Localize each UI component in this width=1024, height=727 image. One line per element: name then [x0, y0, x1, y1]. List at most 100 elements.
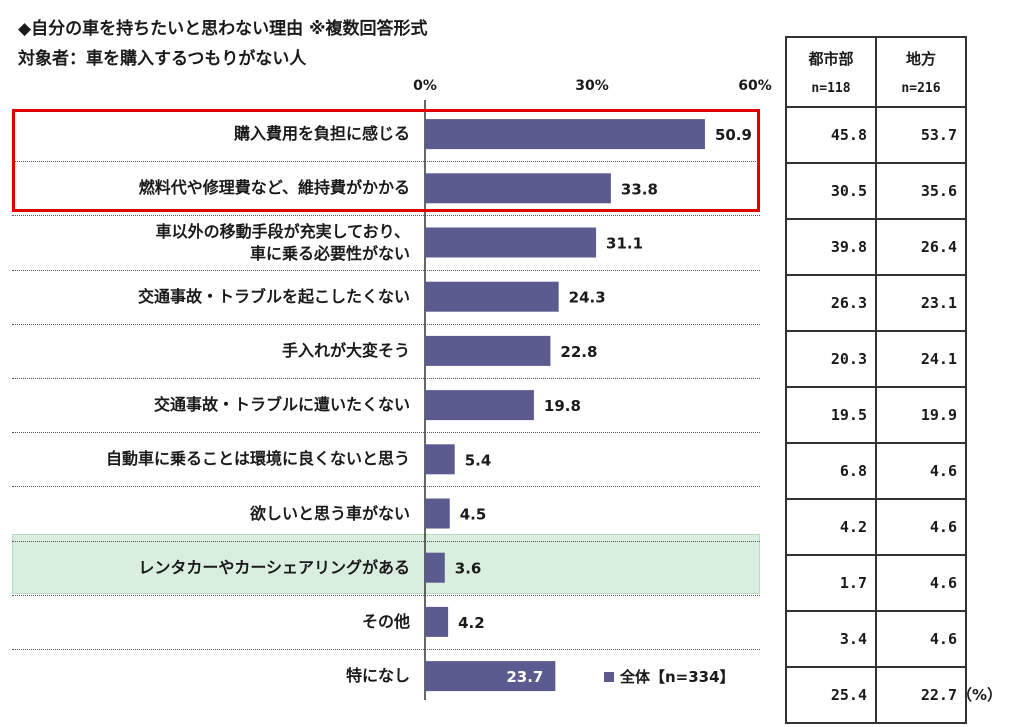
table-row: 3.4 4.6: [785, 610, 967, 668]
rural-value: 4.6: [875, 554, 967, 612]
table-row: 20.3 24.1: [785, 330, 967, 388]
category-label-line: 交通事故・トラブルを起こしたくない: [137, 286, 410, 306]
table-header-rural: 地方 n=216: [875, 36, 967, 108]
rural-value: 19.9: [875, 386, 967, 444]
category-label-line: レンタカーやカーシェアリングがある: [138, 557, 410, 577]
row-separator: [12, 269, 760, 271]
rural-value: 26.4: [875, 218, 967, 276]
table-row: 30.5 35.6: [785, 162, 967, 220]
legend-swatch: [604, 671, 614, 682]
table-row: 45.8 53.7: [785, 106, 967, 164]
category-label-line: 自動車に乗ることは環境に良くないと思う: [105, 449, 410, 469]
urban-value: 19.5: [785, 386, 877, 444]
highlight-red-box: [12, 109, 760, 212]
urban-value: 4.2: [785, 498, 877, 556]
bar: [425, 281, 559, 312]
bar: [425, 498, 450, 529]
urban-value: 25.4: [785, 666, 877, 724]
x-tick-label: 60%: [738, 78, 772, 94]
category-label-line: 車以外の移動手段が充実しており、: [155, 221, 410, 241]
table-header-urban: 都市部 n=118: [785, 36, 877, 108]
category-label: 手入れが大変そう: [282, 340, 410, 362]
data-label: 4.5: [460, 506, 487, 524]
data-label: 5.4: [465, 451, 492, 469]
category-label: レンタカーやカーシェアリングがある: [138, 557, 410, 579]
rural-value: 35.6: [875, 162, 967, 220]
x-tick-label: 0%: [413, 78, 437, 94]
category-label: 交通事故・トラブルを起こしたくない: [138, 286, 410, 308]
row-separator: [12, 378, 760, 379]
x-tick-label: 30%: [575, 78, 609, 94]
row-separator: [12, 432, 760, 434]
data-label: 31.1: [606, 235, 643, 253]
data-label: 22.8: [560, 343, 597, 361]
row-separator: [12, 161, 760, 163]
urban-value: 3.4: [785, 610, 877, 668]
category-label-line: 特になし: [345, 666, 410, 686]
table-row: 25.4 22.7: [785, 666, 967, 724]
rural-value: 22.7: [875, 666, 967, 724]
data-label: 23.7: [506, 668, 543, 686]
data-label: 19.8: [544, 397, 581, 415]
row-separator: [12, 649, 760, 650]
region-table: 都市部 n=118 地方 n=216 45.8 53.7 30.5 35.6 39.8 26.…: [785, 36, 967, 724]
bar: [425, 119, 705, 150]
urban-value: 20.3: [785, 330, 877, 388]
category-label-line: その他: [361, 611, 410, 631]
category-label: その他: [362, 611, 410, 633]
category-label-line: 購入費用を負担に感じる: [233, 124, 410, 144]
category-label: 燃料代や修理費など、維持費がかかる: [139, 177, 410, 199]
urban-value: 30.5: [785, 162, 877, 220]
table-row: 39.8 26.4: [785, 218, 967, 276]
bar: [425, 661, 556, 692]
data-label: 24.3: [569, 289, 606, 307]
table-row: 19.5 19.9: [785, 386, 967, 444]
table-row: 1.7 4.6: [785, 554, 967, 612]
data-label: 3.6: [455, 560, 482, 578]
rural-value: 24.1: [875, 330, 967, 388]
category-label: 欲しいと思う車がない: [250, 503, 410, 525]
urban-value: 6.8: [785, 442, 877, 500]
category-label-line: 欲しいと思う車がない: [249, 503, 410, 523]
bar: [425, 390, 534, 421]
rural-value: 4.6: [875, 610, 967, 668]
bar: [425, 335, 551, 366]
bar: [425, 444, 455, 475]
table-row: 6.8 4.6: [785, 442, 967, 500]
bar: [425, 173, 611, 204]
row-separator: [12, 323, 760, 325]
urban-value: 26.3: [785, 274, 877, 332]
data-label: 4.2: [458, 614, 485, 632]
bar: [425, 227, 597, 258]
data-label: 33.8: [621, 180, 658, 198]
category-label-line: 車に乗る必要性がない: [249, 243, 410, 263]
data-label: 50.9: [715, 126, 752, 144]
urban-value: 45.8: [785, 106, 877, 164]
table-row: 26.3 23.1: [785, 274, 967, 332]
row-separator: [12, 215, 760, 217]
chart-subtitle: 対象者：車を購入するつもりがない人: [18, 49, 307, 69]
row-separator: [12, 594, 760, 596]
category-label-line: 交通事故・トラブルに遭いたくない: [153, 395, 410, 415]
bar: [425, 606, 449, 637]
legend-label: 全体【n=334】: [620, 668, 735, 686]
rural-value: 23.1: [875, 274, 967, 332]
category-label: 交通事故・トラブルに遭いたくない: [154, 394, 410, 416]
rural-value: 4.6: [875, 442, 967, 500]
chart-title: ◆自分の車を持ちたいと思わない理由 ※複数回答形式: [18, 19, 428, 39]
row-separator: [12, 486, 760, 488]
category-label: 車以外の移動手段が充実しており、 車に乗る必要性がない: [156, 221, 410, 265]
category-label: 購入費用を負担に感じる: [234, 123, 410, 145]
category-label: 自動車に乗ることは環境に良くないと思う: [106, 448, 410, 470]
urban-value: 1.7: [785, 554, 877, 612]
category-label-line: 手入れが大変そう: [281, 340, 410, 360]
category-label: 特になし: [346, 665, 410, 687]
chart-legend: 全体【n=334】: [604, 666, 735, 687]
bar: [425, 552, 445, 583]
highlight-green-row: [12, 534, 760, 594]
unit-label: （%）: [957, 686, 1003, 704]
table-row: 4.2 4.6: [785, 498, 967, 556]
urban-value: 39.8: [785, 218, 877, 276]
rural-value: 4.6: [875, 498, 967, 556]
